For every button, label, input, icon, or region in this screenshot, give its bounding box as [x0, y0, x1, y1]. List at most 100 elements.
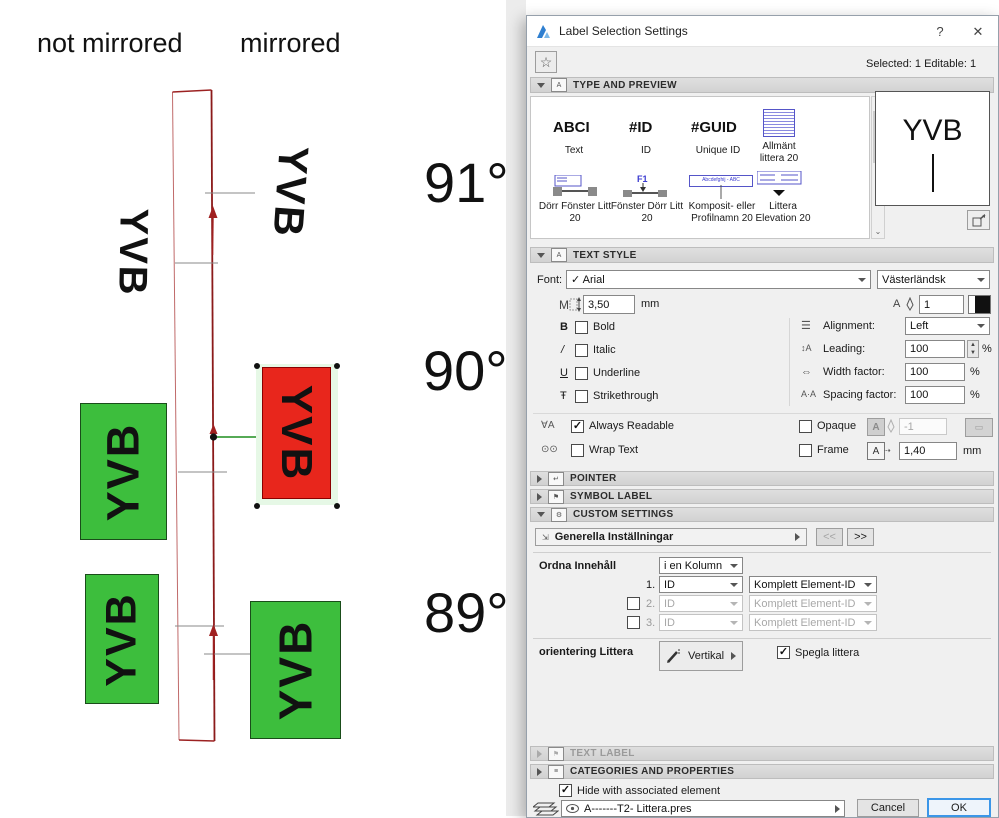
type-item-guid-glyph[interactable]: #GUID [691, 119, 737, 136]
opaque-pen-input: -1 [899, 418, 947, 435]
text-label-icon: ⚑ [548, 746, 564, 761]
label-selection-settings-dialog: Label Selection Settings ? ✕ ☆ Selected:… [526, 15, 999, 818]
font-family-select[interactable]: ✓ Arial [566, 270, 871, 289]
script-value: Västerländsk [882, 273, 946, 286]
help-button[interactable]: ? [936, 24, 944, 39]
type-item-elevation-label[interactable]: Littera Elevation 20 [755, 201, 811, 224]
label-91-mirrored[interactable]: YVB [264, 144, 318, 240]
leading-value: 100 [910, 343, 929, 355]
background-gap [506, 0, 526, 816]
row3-id-select: ID [659, 614, 743, 631]
alignment-select[interactable]: Left [905, 317, 990, 335]
ordna-value: i en Kolumn [664, 559, 723, 572]
section-header-text-style[interactable]: A TEXT STYLE [530, 247, 994, 263]
preview-label-text: YVB [902, 114, 963, 147]
frame-checkbox[interactable] [799, 444, 812, 457]
leading-input[interactable]: 100 [905, 340, 965, 358]
section-header-type-and-preview[interactable]: A TYPE AND PREVIEW [530, 77, 994, 93]
type-item-allmant-label[interactable]: Allmänt littera 20 [759, 141, 799, 164]
allmant-littera-icon[interactable] [763, 109, 795, 137]
hide-with-element-checkbox[interactable] [559, 784, 572, 797]
section-header-custom-settings[interactable]: ⚙ CUSTOM SETTINGS [530, 507, 994, 522]
littera-elevation-icon[interactable] [757, 171, 803, 197]
next-panel-button[interactable]: >> [847, 528, 874, 546]
fonster-dorr-icon[interactable]: F1 [623, 173, 667, 197]
bold-glyph-icon: B [560, 321, 568, 333]
general-settings-button[interactable]: ⇲ Generella Inställningar [535, 528, 807, 546]
scroll-down-icon[interactable]: ⌄ [874, 227, 882, 236]
always-readable-checkbox[interactable] [571, 420, 584, 433]
wall-and-leader-graphics [172, 89, 258, 742]
strikethrough-checkbox[interactable] [575, 390, 588, 403]
opaque-checkbox[interactable] [799, 420, 812, 433]
type-item-text-label[interactable]: Text [564, 145, 584, 156]
collapse-triangle-icon [537, 252, 545, 258]
red-label-90-text: YVB [272, 384, 322, 482]
dorr-fonster-icon[interactable] [553, 175, 597, 197]
section-header-categories[interactable]: ≡ CATEGORIES AND PROPERTIES [530, 764, 994, 779]
drawing-canvas: not mirrored mirrored YVB YVB 91° 90° 89… [37, 28, 509, 742]
selection-handle-tr[interactable] [334, 363, 340, 369]
type-item-guid-label[interactable]: Unique ID [695, 145, 741, 156]
label-91-not-mirrored[interactable]: YVB [110, 208, 156, 298]
section-header-pointer[interactable]: ↵ POINTER [530, 471, 994, 486]
frame-offset-input[interactable]: 1,40 [899, 442, 957, 460]
symbol-label-icon: ⚑ [548, 489, 564, 504]
ok-button[interactable]: OK [927, 798, 991, 817]
dialog-titlebar[interactable]: Label Selection Settings ? ✕ [527, 16, 998, 47]
bold-checkbox[interactable] [575, 321, 588, 334]
cancel-button[interactable]: Cancel [857, 799, 919, 817]
angle-90: 90° [423, 339, 508, 402]
text-size-input[interactable]: 3,50 [583, 295, 635, 314]
type-item-id-glyph[interactable]: #ID [629, 119, 653, 136]
width-factor-label: Width factor: [823, 366, 885, 378]
section-title: POINTER [570, 473, 617, 484]
type-item-dorr-label[interactable]: Dörr Fönster Litt 20 [538, 201, 612, 224]
green-label-box-89-left[interactable]: YVB [85, 574, 159, 704]
row2-enable-checkbox[interactable] [627, 597, 640, 610]
layer-select[interactable]: A-------T2- Littera.pres [561, 800, 845, 817]
text-pen-input[interactable]: 1 [919, 295, 964, 314]
underline-checkbox[interactable] [575, 367, 588, 380]
row2-full-id-value: Komplett Element-ID [754, 597, 856, 610]
type-item-komposit-label[interactable]: Komposit- eller Profilnamn 20 [688, 201, 756, 224]
chevron-down-icon [730, 582, 738, 587]
row1-number: 1. [646, 579, 656, 591]
text-pen-a-icon: A [893, 298, 901, 310]
type-item-id-label[interactable]: ID [641, 145, 651, 156]
section-header-symbol-label[interactable]: ⚑ SYMBOL LABEL [530, 489, 994, 504]
preview-pointer-line [932, 154, 934, 192]
row1-full-id-select[interactable]: Komplett Element-ID [749, 576, 877, 593]
frame-offset-icon: A [867, 442, 885, 460]
close-icon[interactable]: ✕ [972, 24, 984, 39]
red-label-box-90-selected[interactable]: YVB [262, 367, 331, 499]
favorites-star-button[interactable]: ☆ [535, 51, 557, 73]
next-label: >> [854, 531, 867, 543]
leading-spinner[interactable]: ▲ ▼ [967, 340, 979, 358]
pick-up-parameters-button[interactable] [967, 210, 990, 230]
green-label-box-90[interactable]: YVB [80, 403, 167, 540]
spegla-littera-checkbox[interactable] [777, 646, 790, 659]
orientation-button[interactable]: Vertikal [659, 641, 743, 671]
frame-offset-unit: mm [963, 445, 982, 457]
italic-checkbox[interactable] [575, 344, 588, 357]
green-label-box-89-right[interactable]: YVB [250, 601, 341, 739]
selection-handle-tl[interactable] [254, 363, 260, 369]
row3-enable-checkbox[interactable] [627, 616, 640, 629]
type-item-fonster-label[interactable]: Fönster Dörr Litt 20 [610, 201, 684, 224]
selected-editable-status: Selected: 1 Editable: 1 [866, 58, 977, 70]
collapse-triangle-icon [537, 512, 545, 517]
script-select[interactable]: Västerländsk [877, 270, 990, 289]
divider [533, 638, 991, 639]
selection-handle-bl[interactable] [254, 503, 260, 509]
type-item-text-glyph[interactable]: ABCI [553, 119, 590, 136]
font-label: Font: [537, 274, 563, 286]
selection-handle-br[interactable] [334, 503, 340, 509]
chevron-down-icon [977, 324, 985, 328]
width-factor-input[interactable]: 100 [905, 363, 965, 381]
text-pen-color-swatch[interactable] [968, 295, 991, 314]
row1-id-select[interactable]: ID [659, 576, 743, 593]
ordna-innehall-select[interactable]: i en Kolumn [659, 557, 743, 574]
wrap-text-checkbox[interactable] [571, 444, 584, 457]
spacing-factor-input[interactable]: 100 [905, 386, 965, 404]
